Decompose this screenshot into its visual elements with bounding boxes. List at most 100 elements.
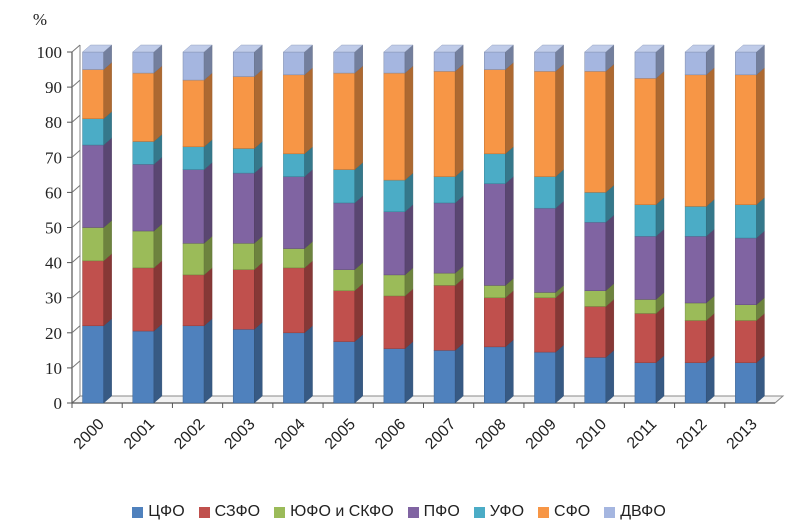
bar-segment-side — [103, 318, 112, 404]
bar-segment-side — [706, 228, 715, 304]
bar-segment — [182, 325, 205, 404]
y-tick-depth — [71, 325, 81, 334]
x-tick-label: 2009 — [523, 416, 560, 453]
stacked-bar-chart: % 0 10 20 30 40 50 60 70 80 90 100 2000 2001 2002 2003… — [33, 10, 785, 453]
bar-segment-side — [605, 299, 614, 358]
bar-segment-side — [505, 62, 514, 155]
legend-item: СФО — [538, 503, 590, 521]
legend-swatch — [604, 506, 616, 518]
legend-label: СФО — [554, 503, 591, 520]
bar-segment — [283, 332, 305, 404]
bar-segment — [283, 248, 305, 269]
y-tick-label: 40 — [45, 254, 62, 273]
bar-top — [232, 44, 263, 53]
x-tick-label: 2008 — [472, 416, 509, 453]
bar-segment — [82, 227, 104, 262]
bar-segment — [333, 169, 355, 204]
bar-segment-side — [254, 69, 263, 149]
bar-top — [483, 44, 514, 53]
bar-segment — [182, 146, 205, 170]
bar-stack-2009 — [533, 44, 565, 404]
bar-segment-side — [153, 156, 163, 232]
bar-segment — [383, 295, 406, 349]
bar-segment — [333, 202, 355, 270]
bar-segment — [383, 211, 406, 276]
chart-legend: ЦФО СЗФО ЮФО и СКФО ПФО УФО СФО ДВФО — [0, 500, 798, 524]
bar-top — [182, 44, 213, 53]
legend-swatch — [407, 506, 419, 518]
bar-segment-side — [404, 341, 414, 404]
y-tick-label: 80 — [45, 113, 62, 132]
bar-segment-side — [706, 67, 715, 207]
bar-segment-side — [756, 230, 765, 306]
bar-segment — [383, 179, 406, 212]
bar-segment — [182, 79, 205, 148]
bar-segment — [534, 207, 556, 293]
bar-segment-side — [103, 137, 112, 228]
bar-top — [132, 44, 163, 53]
bar-stack-2006 — [383, 44, 414, 404]
x-tick-label: 2013 — [724, 416, 761, 453]
y-tick-label: 20 — [45, 324, 62, 343]
y-tick-depth — [71, 79, 81, 88]
bar-segment — [735, 320, 757, 363]
bar-segment — [735, 237, 757, 305]
y-tick-depth — [71, 44, 81, 53]
bar-top — [634, 44, 665, 53]
x-tick-label: 2003 — [221, 416, 258, 453]
bar-stack-2001 — [132, 44, 163, 404]
bar-segment-side — [203, 72, 213, 148]
bar-segment-side — [655, 355, 665, 404]
x-tick-label: 2006 — [372, 416, 409, 453]
bar-segment — [433, 71, 456, 177]
bar-segment-side — [304, 325, 313, 404]
bar-segment-side — [153, 223, 163, 269]
bar-segment-side — [354, 195, 363, 271]
bar-segment — [735, 304, 757, 321]
x-tick-label: 2004 — [272, 416, 309, 453]
bar-segment — [132, 330, 155, 404]
bar-segment — [433, 272, 456, 286]
bar-segment — [232, 51, 255, 77]
y-tick-label: 50 — [45, 219, 62, 238]
bar-segment-side — [304, 67, 313, 155]
bar-stack-2005 — [333, 44, 364, 404]
y-tick-label: 70 — [45, 148, 62, 167]
bar-segment-side — [555, 200, 564, 293]
bar-segment-side — [454, 342, 464, 404]
bar-segment-side — [655, 70, 665, 206]
bar-segment — [82, 69, 104, 119]
bar-segment — [735, 204, 757, 239]
bar-segment — [534, 292, 556, 298]
bar-stack-2011 — [634, 44, 665, 404]
bar-segment — [333, 51, 355, 74]
bar-segment-side — [354, 65, 363, 171]
bar-segment — [182, 169, 205, 244]
bar-segment — [433, 202, 456, 274]
bar-segment — [82, 51, 104, 70]
bar-segment-side — [404, 204, 414, 276]
bar-segment — [484, 183, 506, 286]
bar-segment — [484, 297, 506, 348]
legend-item: УФО — [473, 503, 524, 521]
bar-segment — [735, 362, 757, 404]
bar-segment-side — [555, 344, 564, 404]
bar-stack-2012 — [684, 44, 715, 404]
bar-segment-side — [254, 321, 263, 404]
bar-stack-2003 — [232, 44, 263, 404]
bar-segment — [534, 176, 556, 209]
y-tick-label: 90 — [45, 78, 62, 97]
y-tick-depth — [71, 395, 81, 404]
bar-segment-side — [605, 349, 614, 404]
bar-segment-side — [655, 306, 665, 364]
x-tick-label: 2007 — [422, 416, 459, 453]
bar-segment-side — [555, 63, 564, 178]
bar-segment-side — [404, 288, 414, 350]
bar-top — [282, 44, 314, 53]
bar-segment-side — [203, 162, 213, 244]
bar-segment — [283, 153, 305, 177]
bar-segment-side — [655, 228, 665, 300]
bar-top — [684, 44, 715, 53]
bar-segment — [484, 153, 506, 184]
bar-segment — [232, 329, 255, 404]
